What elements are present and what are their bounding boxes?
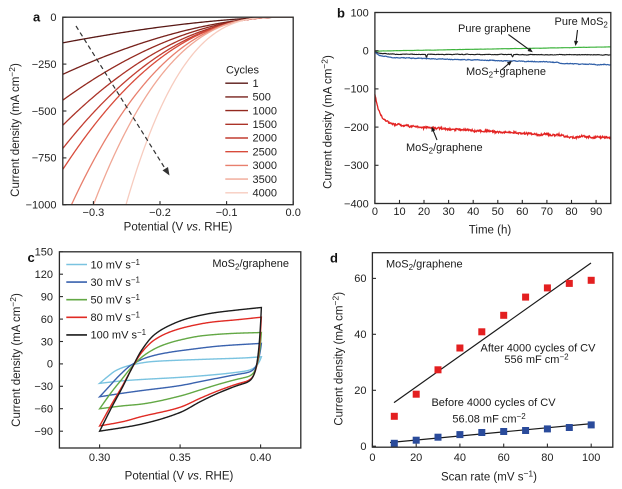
svg-text:10: 10 xyxy=(393,206,405,218)
svg-text:60: 60 xyxy=(354,273,366,285)
svg-text:100 mV s−1: 100 mV s−1 xyxy=(91,328,147,342)
svg-text:MoS2/graphene: MoS2/graphene xyxy=(406,142,483,156)
svg-text:20: 20 xyxy=(354,385,366,397)
svg-text:30: 30 xyxy=(41,336,53,348)
svg-text:Potential (V vs. RHE): Potential (V vs. RHE) xyxy=(125,471,234,483)
svg-text:100: 100 xyxy=(350,7,368,19)
svg-text:60: 60 xyxy=(498,452,510,464)
svg-text:0: 0 xyxy=(47,359,53,371)
svg-text:Cycles: Cycles xyxy=(226,65,260,77)
svg-text:−0.1: −0.1 xyxy=(216,207,238,219)
svg-text:50: 50 xyxy=(492,206,504,218)
svg-text:4000: 4000 xyxy=(253,188,277,200)
svg-text:MoS2+graphene: MoS2+graphene xyxy=(466,66,546,80)
svg-text:0: 0 xyxy=(50,12,56,24)
svg-text:−100: −100 xyxy=(344,84,369,96)
svg-text:Pure graphene: Pure graphene xyxy=(458,23,531,35)
svg-text:0: 0 xyxy=(372,206,378,218)
svg-text:556 mF cm−2: 556 mF cm−2 xyxy=(504,353,569,367)
svg-text:150: 150 xyxy=(35,247,53,259)
svg-text:Pure MoS2: Pure MoS2 xyxy=(555,16,609,30)
svg-text:After 4000 cycles of CV: After 4000 cycles of CV xyxy=(481,343,597,355)
svg-text:1: 1 xyxy=(253,78,259,90)
svg-text:−60: −60 xyxy=(34,404,53,416)
svg-text:−90: −90 xyxy=(34,426,53,438)
svg-text:56.08 mF cm−2: 56.08 mF cm−2 xyxy=(452,412,526,426)
svg-text:10 mV s−1: 10 mV s−1 xyxy=(91,258,141,272)
svg-text:50 mV s−1: 50 mV s−1 xyxy=(91,293,141,307)
svg-text:0: 0 xyxy=(360,441,366,453)
svg-text:40: 40 xyxy=(354,329,366,341)
svg-text:Scan rate (mV s−1): Scan rate (mV s−1) xyxy=(441,469,537,484)
svg-text:20: 20 xyxy=(418,206,430,218)
svg-text:1500: 1500 xyxy=(253,119,277,131)
svg-text:500: 500 xyxy=(253,92,271,104)
svg-text:−400: −400 xyxy=(344,198,369,210)
svg-text:90: 90 xyxy=(590,206,602,218)
svg-text:Potential (V vs. RHE): Potential (V vs. RHE) xyxy=(124,222,233,234)
svg-text:1000: 1000 xyxy=(253,105,277,117)
svg-text:120: 120 xyxy=(35,269,53,281)
svg-text:80: 80 xyxy=(541,452,553,464)
svg-text:−1000: −1000 xyxy=(26,200,57,212)
svg-text:90: 90 xyxy=(41,291,53,303)
svg-text:80: 80 xyxy=(565,206,577,218)
svg-text:60: 60 xyxy=(41,314,53,326)
svg-text:−0.2: −0.2 xyxy=(149,207,171,219)
svg-text:60: 60 xyxy=(516,206,528,218)
svg-text:40: 40 xyxy=(454,452,466,464)
svg-text:c: c xyxy=(28,250,35,265)
svg-text:0: 0 xyxy=(363,46,369,58)
svg-text:30 mV s−1: 30 mV s−1 xyxy=(91,275,141,289)
svg-text:−300: −300 xyxy=(344,160,369,172)
svg-text:20: 20 xyxy=(410,452,422,464)
svg-text:Current density (mA cm−2): Current density (mA cm−2) xyxy=(331,292,346,426)
svg-text:0.30: 0.30 xyxy=(89,452,110,464)
svg-text:d: d xyxy=(330,251,338,266)
svg-text:100: 100 xyxy=(582,452,600,464)
svg-text:2500: 2500 xyxy=(253,146,277,158)
svg-text:80 mV s−1: 80 mV s−1 xyxy=(91,311,141,325)
svg-text:−0.3: −0.3 xyxy=(83,207,105,219)
svg-text:Current density (mA cm−2): Current density (mA cm−2) xyxy=(320,55,335,189)
svg-text:30: 30 xyxy=(442,206,454,218)
svg-text:MoS2/graphene: MoS2/graphene xyxy=(386,259,463,273)
svg-text:0.35: 0.35 xyxy=(169,452,190,464)
svg-text:a: a xyxy=(33,10,41,25)
svg-text:0.40: 0.40 xyxy=(250,452,271,464)
svg-text:Before 4000 cycles of CV: Before 4000 cycles of CV xyxy=(431,397,556,409)
svg-text:−30: −30 xyxy=(34,381,53,393)
svg-text:0: 0 xyxy=(369,452,375,464)
svg-text:3000: 3000 xyxy=(253,160,277,172)
svg-text:−200: −200 xyxy=(344,122,369,134)
svg-text:Current density (mA cm−2): Current density (mA cm−2) xyxy=(7,63,22,197)
svg-text:0.0: 0.0 xyxy=(286,207,301,219)
svg-text:−750: −750 xyxy=(32,153,57,165)
svg-text:70: 70 xyxy=(541,206,553,218)
svg-text:−250: −250 xyxy=(32,59,57,71)
svg-text:b: b xyxy=(337,6,345,21)
svg-text:40: 40 xyxy=(467,206,479,218)
svg-text:−500: −500 xyxy=(32,106,57,118)
svg-text:2000: 2000 xyxy=(253,133,277,145)
svg-text:MoS2/graphene: MoS2/graphene xyxy=(212,258,289,272)
svg-text:Current density (mA cm−2): Current density (mA cm−2) xyxy=(8,293,23,427)
svg-text:3500: 3500 xyxy=(253,174,277,186)
svg-text:Time (h): Time (h) xyxy=(469,225,512,237)
